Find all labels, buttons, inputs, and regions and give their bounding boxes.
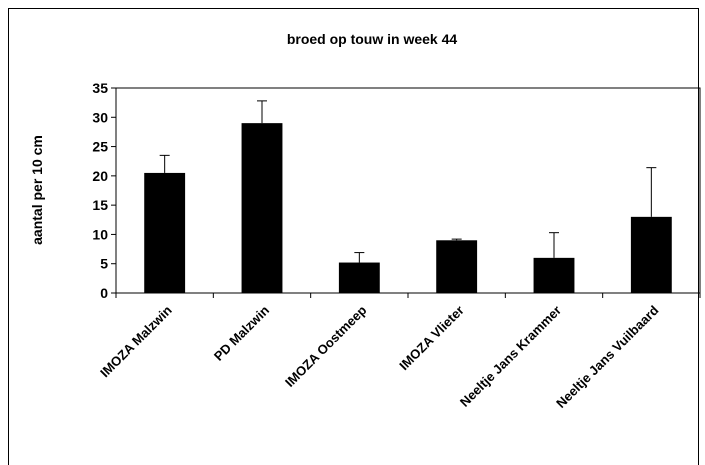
y-tick-label: 35 <box>92 80 108 96</box>
x-tick-label: Neeltje Jans Vuilbaard <box>553 302 661 410</box>
x-tick-label: IMOZA Oostmeep <box>282 302 369 389</box>
y-tick-label: 20 <box>92 168 108 184</box>
y-tick-label: 10 <box>92 226 108 242</box>
bar <box>630 216 672 293</box>
bar <box>533 257 575 293</box>
y-tick-label: 15 <box>92 197 108 213</box>
x-tick-label: PD Malzwin <box>211 302 272 363</box>
bar <box>338 262 380 293</box>
bar <box>241 123 283 294</box>
chart-frame <box>8 8 699 465</box>
y-tick-label: 0 <box>100 285 108 301</box>
x-tick-label: Neeltje Jans Krammer <box>457 303 564 410</box>
x-tick-labels: IMOZA Malzwin PD Malzwin IMOZA Oostmeep IMO… <box>97 302 661 410</box>
bar <box>436 240 478 293</box>
y-axis: 0 5 10 15 20 25 30 35 <box>92 80 116 301</box>
y-axis-label: aantal per 10 cm <box>29 135 45 245</box>
error-bars-group <box>159 100 657 263</box>
y-tick-label: 30 <box>92 109 108 125</box>
x-tick-label: IMOZA Vlieter <box>396 303 467 374</box>
bars-group <box>144 123 672 294</box>
x-tick-label: IMOZA Malzwin <box>97 302 175 380</box>
y-tick-label: 25 <box>92 139 108 155</box>
y-tick-label: 5 <box>100 256 108 272</box>
bar <box>144 172 186 293</box>
chart-title: broed op touw in week 44 <box>287 31 458 47</box>
x-axis <box>115 293 701 298</box>
plot-border <box>115 87 701 294</box>
